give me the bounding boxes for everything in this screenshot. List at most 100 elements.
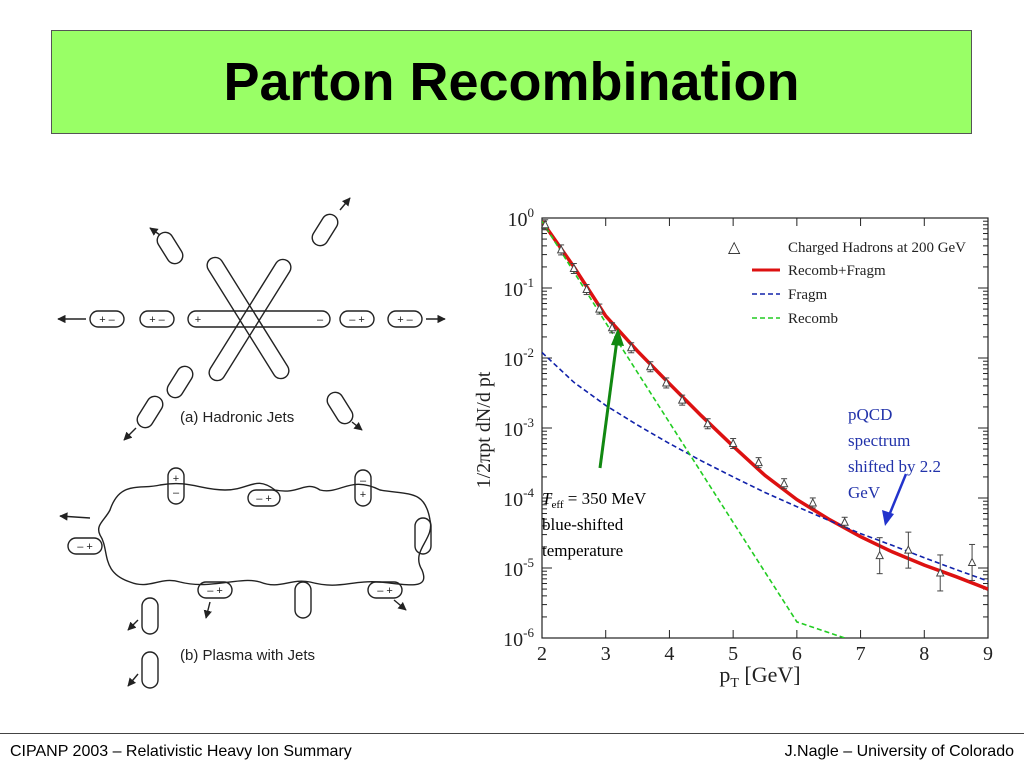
pqcd-line-2: spectrum	[848, 431, 910, 450]
legend-label-fragm: Fragm	[788, 287, 827, 303]
y-axis-label: 1/2πpt dN/d pt	[473, 371, 495, 488]
svg-text:– +: – +	[349, 314, 365, 326]
hadron-right-2	[387, 310, 423, 328]
footer-divider	[0, 733, 1024, 734]
svg-text:– +: – +	[207, 585, 223, 597]
data-point-triangle	[875, 550, 884, 560]
x-tick-label: 4	[664, 643, 674, 665]
y-tick-label: 10-2	[503, 345, 534, 371]
data-point-triangle	[540, 219, 550, 229]
data-points	[540, 219, 977, 592]
plasma-hadron-9	[294, 581, 312, 619]
svg-text:– +: – +	[77, 541, 93, 553]
x-tick-label: 9	[983, 643, 993, 665]
series-line-recomb-fragm	[542, 220, 988, 591]
data-point-triangle	[808, 497, 818, 507]
legend-marker-triangle: △	[728, 239, 741, 256]
x-tick-label: 7	[856, 643, 866, 665]
series-layer	[542, 220, 988, 638]
svg-text:+ –: + –	[397, 314, 413, 326]
footer-left: CIPANP 2003 – Relativistic Heavy Ion Sum…	[10, 743, 352, 760]
spectrum-chart: 2 3 4 5 6 7 8 9 100 10-1 10-2 10-3 10-4 10-5 10-6 △ Ch…	[473, 205, 993, 691]
x-tick-label: 6	[792, 643, 802, 665]
hadron-left-2	[139, 310, 175, 328]
legend-label-data: Charged Hadrons at 200 GeV	[788, 240, 966, 256]
diagram-label-b: (b) Plasma with Jets	[180, 647, 315, 664]
plasma-hadron-3	[354, 469, 372, 507]
data-point-triangle	[677, 395, 687, 404]
plasma-hadron-8	[141, 597, 159, 635]
pqcd-arrow	[886, 473, 908, 519]
data-point-triangle	[904, 545, 913, 554]
data-point-triangle	[556, 244, 566, 254]
axis-ticks: 2 3 4 5 6 7 8 9 100 10-1 10-2 10-3 10-4 10-5 10-6	[503, 205, 993, 665]
hadron-right-1	[339, 310, 375, 328]
data-point-triangle	[626, 342, 636, 352]
data-point-triangle	[646, 361, 655, 371]
svg-text:+: +	[195, 314, 201, 326]
svg-text:+ –: + –	[99, 314, 115, 326]
plasma-hadron-4	[414, 517, 432, 555]
jet-horizontal	[187, 310, 331, 328]
plasma-hadron-10	[141, 651, 159, 689]
x-tick-label: 3	[601, 643, 611, 665]
diagram-label-a: (a) Hadronic Jets	[180, 409, 294, 426]
y-tick-label: 10-6	[503, 625, 534, 651]
y-tick-label: 10-1	[503, 275, 534, 301]
legend: △ Charged Hadrons at 200 GeV Recomb+Frag…	[728, 239, 966, 327]
data-point-triangle	[582, 284, 591, 294]
teff-annotation: Teff = 350 MeV	[542, 489, 647, 511]
legend-label-recomb-fragm: Recomb+Fragm	[788, 263, 886, 279]
data-point-triangle	[967, 557, 977, 566]
data-point-triangle	[840, 517, 849, 526]
plasma-region	[98, 482, 432, 586]
plasma-hadron-5	[67, 537, 103, 555]
svg-text:–: –	[317, 314, 324, 326]
data-point-triangle	[703, 418, 712, 428]
plasma-hadron-1	[167, 467, 185, 505]
x-axis-label: pT [GeV]	[719, 662, 800, 691]
series-line-recomb	[542, 220, 848, 638]
data-point-triangle	[607, 322, 617, 332]
y-tick-label: 10-4	[503, 485, 534, 511]
svg-text:– +: – +	[256, 493, 272, 505]
jet-diagonal-2	[206, 256, 290, 380]
legend-label-recomb: Recomb	[788, 311, 838, 327]
title-box: Parton Recombination	[51, 30, 972, 134]
y-tick-label: 10-5	[503, 555, 534, 581]
data-point-triangle	[569, 263, 579, 272]
hadron-tl	[156, 231, 184, 265]
data-point-triangle	[935, 567, 945, 577]
svg-text:– +: – +	[377, 585, 393, 597]
pqcd-line-4: GeV	[848, 483, 881, 502]
page-title: Parton Recombination	[223, 52, 800, 112]
y-tick-label: 100	[508, 205, 535, 231]
x-tick-label: 5	[728, 643, 738, 665]
teff-arrow	[598, 331, 620, 469]
footer-right: J.Nagle – University of Colorado	[784, 743, 1014, 760]
svg-text:+: +	[173, 473, 179, 485]
jet-diagonal-1	[208, 258, 292, 382]
pqcd-annotation: pQCD spectrum shifted by 2.2 GeV	[848, 405, 941, 502]
jets-diagram: + – + – + – – + + – + – – + – + – + – + …	[57, 197, 446, 689]
svg-text:–: –	[360, 475, 367, 487]
data-point-triangle	[728, 438, 738, 448]
plasma-hadron-7	[367, 581, 403, 599]
plasma-hadron-6	[197, 581, 233, 599]
y-tick-label: 10-3	[503, 415, 534, 441]
x-tick-label: 8	[919, 643, 929, 665]
data-point-triangle	[754, 457, 763, 467]
data-point-triangle	[779, 478, 789, 488]
plasma-hadron-2	[247, 489, 281, 507]
svg-text:+ –: + –	[149, 314, 165, 326]
hadron-bl2	[136, 395, 164, 429]
teff-line3: temperature	[542, 541, 623, 560]
hadron-tr	[311, 213, 339, 247]
x-tick-label: 2	[537, 643, 547, 665]
pqcd-line-1: pQCD	[848, 405, 892, 424]
pqcd-arrowhead	[882, 510, 894, 526]
teff-line2: blue-shifted	[542, 515, 624, 534]
pqcd-line-3: shifted by 2.2	[848, 457, 941, 476]
plot-frame	[541, 217, 989, 639]
hadron-bl1	[166, 365, 194, 399]
